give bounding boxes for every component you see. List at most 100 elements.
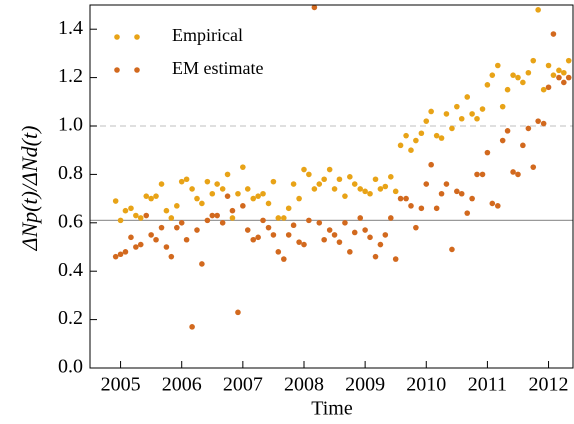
data-point <box>133 244 139 250</box>
data-point <box>275 249 282 255</box>
data-point <box>438 135 445 141</box>
data-point <box>377 241 384 248</box>
data-point <box>316 181 323 187</box>
data-point <box>458 190 465 197</box>
data-point <box>178 220 185 226</box>
data-point <box>388 174 394 180</box>
x-tick-label: 2006 <box>162 374 202 396</box>
data-point <box>423 181 430 187</box>
data-point <box>153 236 159 243</box>
data-point <box>240 164 246 170</box>
data-point <box>219 220 226 226</box>
y-tick-label: 1.4 <box>58 17 83 39</box>
data-point <box>281 256 287 262</box>
data-point <box>153 193 159 199</box>
data-point <box>316 220 323 226</box>
data-point <box>418 205 425 212</box>
data-point <box>372 253 379 260</box>
data-point <box>372 176 379 183</box>
y-tick-label: 1.0 <box>58 114 83 136</box>
data-point <box>504 86 511 93</box>
data-point <box>133 212 139 219</box>
data-point <box>479 171 486 178</box>
y-axis-label: ΔNp(t)/ΔNd(t) <box>17 126 42 252</box>
data-point <box>367 190 373 197</box>
data-point <box>265 200 272 207</box>
data-point <box>250 236 257 243</box>
data-point <box>408 203 414 209</box>
x-axis-label: Time <box>311 398 353 420</box>
data-point <box>530 164 537 170</box>
data-point <box>545 84 552 91</box>
data-point <box>484 82 491 88</box>
data-point <box>520 79 526 86</box>
data-point <box>515 171 521 178</box>
data-point <box>418 130 425 137</box>
data-point <box>347 249 353 255</box>
data-point <box>143 212 150 219</box>
data-point <box>244 186 251 192</box>
data-point <box>525 125 532 132</box>
data-point <box>403 195 409 202</box>
data-point <box>362 188 368 195</box>
data-point <box>270 232 277 238</box>
legend-marker <box>134 67 140 73</box>
data-point <box>413 224 419 231</box>
data-point <box>158 181 165 187</box>
y-tick-label: 0.4 <box>58 259 83 281</box>
data-point <box>362 227 368 233</box>
data-point <box>458 115 465 122</box>
data-point <box>122 207 129 214</box>
data-point <box>240 203 246 209</box>
data-point <box>535 118 541 124</box>
data-point <box>565 74 572 81</box>
data-point <box>255 193 261 199</box>
data-point <box>137 241 144 248</box>
data-point <box>214 181 220 187</box>
data-point <box>128 234 134 241</box>
data-point <box>270 178 277 185</box>
data-point <box>377 186 384 192</box>
data-point <box>301 241 307 248</box>
data-point <box>392 188 399 195</box>
data-point <box>454 188 460 195</box>
data-point <box>357 186 364 192</box>
data-point <box>285 232 292 238</box>
data-point <box>250 195 257 202</box>
data-point <box>163 207 170 214</box>
data-point <box>449 125 455 132</box>
data-point <box>183 236 190 243</box>
y-tick-label: 0.8 <box>58 162 83 184</box>
data-point <box>474 115 480 122</box>
data-point <box>311 4 318 11</box>
data-point <box>423 118 430 124</box>
data-point <box>397 142 404 149</box>
data-point <box>112 198 119 204</box>
data-point <box>326 227 333 233</box>
data-point <box>209 190 216 197</box>
legend-label: EM estimate <box>172 58 263 78</box>
data-point <box>504 128 511 134</box>
data-point <box>301 166 307 173</box>
data-point <box>413 137 419 144</box>
y-tick-label: 0.2 <box>58 307 83 329</box>
data-point <box>174 203 180 209</box>
data-point <box>331 232 338 238</box>
x-tick-label: 2007 <box>223 374 263 396</box>
data-point <box>204 178 211 185</box>
data-point <box>388 215 394 221</box>
data-point <box>137 215 144 221</box>
data-point <box>351 181 358 187</box>
data-point <box>494 203 501 209</box>
data-point <box>214 212 220 219</box>
data-point <box>260 217 266 224</box>
data-point <box>194 195 200 202</box>
x-tick-label: 2012 <box>529 374 569 396</box>
data-point <box>117 251 124 258</box>
data-point <box>347 174 353 180</box>
data-point <box>296 239 302 245</box>
data-point <box>408 147 414 153</box>
data-point <box>235 309 241 316</box>
data-point <box>112 253 119 260</box>
data-point <box>535 7 541 13</box>
